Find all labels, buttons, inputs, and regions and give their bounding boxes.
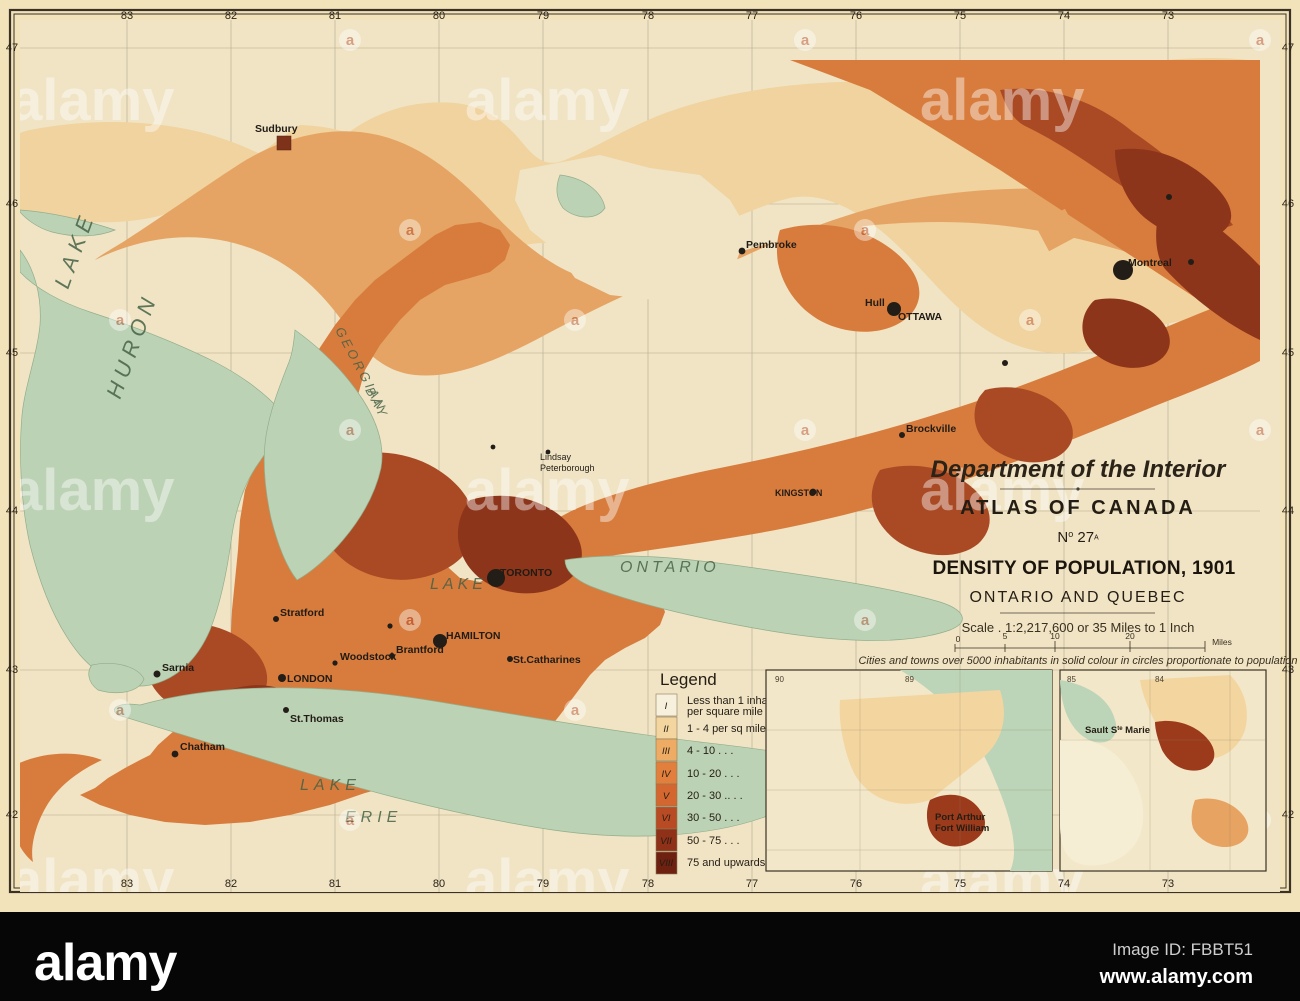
svg-text:10: 10 [1050,631,1060,641]
svg-text:78: 78 [642,878,654,890]
svg-text:Legend: Legend [660,670,717,689]
svg-text:80: 80 [433,878,445,890]
svg-text:83: 83 [121,878,133,890]
svg-text:ATLAS OF CANADA: ATLAS OF CANADA [960,497,1196,519]
svg-text:50 - 75 . . .: 50 - 75 . . . [687,835,740,847]
svg-text:I: I [665,701,668,712]
svg-text:No 27ᴬ: No 27ᴬ [1057,529,1099,546]
svg-text:90: 90 [775,675,784,684]
svg-text:Department of the Interior: Department of the Interior [931,456,1227,483]
svg-text:VI: VI [662,813,671,824]
svg-text:Cities and towns over 5000 inh: Cities and towns over 5000 inhabitants i… [858,655,1297,667]
svg-text:Scale . 1:2,217,600 or 35 M: Scale . 1:2,217,600 or 35 Miles to 1 Inc… [962,620,1195,635]
svg-text:45: 45 [1282,347,1294,359]
svg-text:81: 81 [329,878,341,890]
svg-text:45: 45 [6,347,18,359]
svg-text:per square mile: per square mile [687,706,763,718]
svg-text:5: 5 [1003,631,1008,641]
svg-text:1 - 4 per sq mile: 1 - 4 per sq mile [687,723,766,735]
svg-text:20: 20 [1125,631,1135,641]
svg-text:www.alamy.com: www.alamy.com [1099,966,1253,988]
svg-text:Port Arthur: Port Arthur [935,812,986,823]
svg-text:III: III [662,746,670,757]
svg-text:42: 42 [6,809,18,821]
svg-text:47: 47 [1282,42,1294,54]
svg-text:85: 85 [1067,675,1076,684]
svg-text:ONTARIO AND QUEBEC: ONTARIO AND QUEBEC [969,589,1186,606]
svg-text:74: 74 [1058,878,1070,890]
svg-text:Miles: Miles [1212,637,1232,647]
svg-text:II: II [663,724,669,735]
svg-text:82: 82 [225,878,237,890]
svg-text:73: 73 [1162,878,1174,890]
svg-text:75 and upwards: 75 and upwards [687,857,766,869]
svg-text:84: 84 [1155,675,1164,684]
svg-text:89: 89 [905,675,914,684]
svg-text:VII: VII [660,836,672,847]
svg-text:4 - 10 . . .: 4 - 10 . . . [687,745,733,757]
svg-text:20 - 30 .. . .: 20 - 30 .. . . [687,790,743,802]
svg-text:10 - 20 . . .: 10 - 20 . . . [687,768,740,780]
svg-text:75: 75 [954,878,966,890]
svg-text:77: 77 [746,878,758,890]
svg-text:44: 44 [1282,505,1294,517]
svg-text:47: 47 [6,42,18,54]
svg-text:VIII: VIII [659,858,674,869]
svg-text:alamy: alamy [34,934,178,992]
svg-text:30 - 50 . . .: 30 - 50 . . . [687,812,740,824]
svg-text:79: 79 [537,878,549,890]
svg-text:46: 46 [1282,198,1294,210]
svg-text:Image ID: FBBT51: Image ID: FBBT51 [1112,940,1253,959]
svg-text:0: 0 [956,634,961,644]
svg-text:DENSITY OF POPULATION, 1901: DENSITY OF POPULATION, 1901 [932,558,1235,579]
svg-text:76: 76 [850,878,862,890]
svg-text:44: 44 [6,505,18,517]
svg-text:42: 42 [1282,809,1294,821]
svg-text:43: 43 [6,664,18,676]
svg-text:Fort William: Fort William [935,823,989,834]
svg-text:46: 46 [6,198,18,210]
